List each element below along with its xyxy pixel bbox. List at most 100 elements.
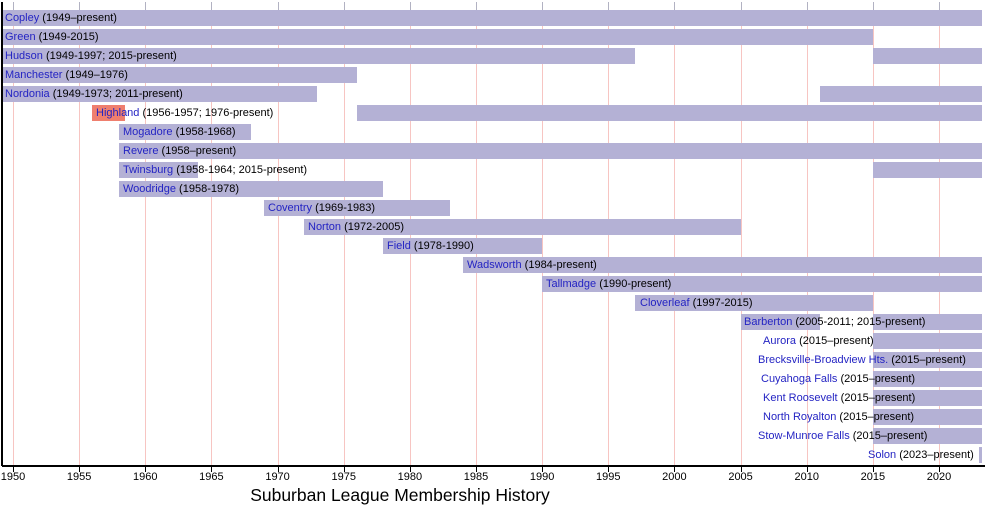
bar-segment-barberton xyxy=(872,314,982,330)
team-link-mogadore[interactable]: Mogadore xyxy=(123,126,173,138)
team-years: (1949-1997; 2015-present) xyxy=(42,50,177,62)
x-tick-label: 2015 xyxy=(860,471,886,483)
year-gridline xyxy=(806,10,808,466)
bar-segment-highland xyxy=(92,105,126,121)
bar-segment-cuyahoga-falls xyxy=(872,371,982,387)
team-years: (2015–present) xyxy=(836,411,915,423)
bar-segment-norton xyxy=(304,219,741,235)
x-tick-label: 1950 xyxy=(0,471,26,483)
year-gridline xyxy=(872,10,874,466)
team-link-brecksville-broadview-hts[interactable]: Brecksville-Broadview Hts. xyxy=(758,354,889,366)
row-label-coventry: Coventry (1969-1983) xyxy=(268,200,375,216)
bar-segment-highland xyxy=(356,105,982,121)
team-link-barberton[interactable]: Barberton xyxy=(744,316,793,328)
bar-segment-aurora xyxy=(872,333,982,349)
team-years: (2005-2011; 2015-present) xyxy=(792,316,926,328)
team-link-revere[interactable]: Revere xyxy=(123,145,159,157)
top-tick-mark xyxy=(872,2,874,10)
year-gridline xyxy=(13,10,14,466)
x-tick-label: 1975 xyxy=(331,471,356,483)
row-label-cloverleaf: Cloverleaf (1997-2015) xyxy=(640,295,753,311)
top-tick-mark xyxy=(211,2,213,10)
row-label-barberton: Barberton (2005-2011; 2015-present) xyxy=(744,314,925,330)
bar-segment-revere xyxy=(118,143,982,159)
team-link-green[interactable]: Green xyxy=(5,31,36,43)
team-link-copley[interactable]: Copley xyxy=(5,12,40,24)
x-tick-mark xyxy=(939,466,940,472)
team-years: (1949–1976) xyxy=(62,69,128,81)
bar-segment-hudson xyxy=(872,48,982,64)
top-tick-mark xyxy=(476,2,477,10)
x-tick-mark xyxy=(740,466,742,472)
bar-segment-woodridge xyxy=(118,181,384,197)
row-label-kent-roosevelt: Kent Roosevelt (2015–present) xyxy=(763,390,915,406)
team-link-woodridge[interactable]: Woodridge xyxy=(123,183,176,195)
x-tick-label: 1965 xyxy=(199,471,224,483)
bar-segment-manchester xyxy=(2,67,357,83)
team-link-wadsworth[interactable]: Wadsworth xyxy=(467,259,522,271)
x-tick-mark xyxy=(79,466,81,472)
team-years: (1958–present) xyxy=(158,145,237,157)
year-gridline xyxy=(145,10,147,466)
row-label-solon: Solon (2023–present) xyxy=(868,447,974,463)
team-link-north-royalton[interactable]: North Royalton xyxy=(763,411,837,423)
bar-segment-green xyxy=(2,29,873,45)
team-years: (1958-1978) xyxy=(176,183,239,195)
team-link-twinsburg[interactable]: Twinsburg xyxy=(123,164,174,176)
team-link-coventry[interactable]: Coventry xyxy=(268,202,313,214)
x-tick-label: 2010 xyxy=(794,471,819,483)
bar-segment-nordonia xyxy=(2,86,318,102)
year-gridline xyxy=(211,10,213,466)
x-tick-mark xyxy=(674,466,676,472)
team-link-field[interactable]: Field xyxy=(387,240,411,252)
x-tick-mark xyxy=(13,466,14,472)
team-years: (1949-1973; 2011-present) xyxy=(49,88,183,100)
year-gridline xyxy=(674,10,676,466)
team-link-nordonia[interactable]: Nordonia xyxy=(5,88,50,100)
team-link-cuyahoga-falls[interactable]: Cuyahoga Falls xyxy=(761,373,838,385)
row-label-green: Green (1949-2015) xyxy=(5,29,99,45)
team-link-stow-munroe-falls[interactable]: Stow-Munroe Falls xyxy=(758,430,850,442)
team-years: (2015–present) xyxy=(849,430,928,442)
bar-segment-mogadore xyxy=(118,124,252,140)
bar-segment-north-royalton xyxy=(872,409,982,425)
team-link-highland[interactable]: Highland xyxy=(96,107,140,119)
row-label-cuyahoga-falls: Cuyahoga Falls (2015–present) xyxy=(761,371,915,387)
bar-segment-coventry xyxy=(264,200,450,216)
top-tick-mark xyxy=(13,2,14,10)
x-tick-label: 2005 xyxy=(728,471,753,483)
top-tick-mark xyxy=(145,2,147,10)
team-years: (1978-1990) xyxy=(410,240,474,252)
team-link-manchester[interactable]: Manchester xyxy=(5,69,63,81)
team-link-hudson[interactable]: Hudson xyxy=(5,50,43,62)
row-label-woodridge: Woodridge (1958-1978) xyxy=(123,181,239,197)
team-link-tallmadge[interactable]: Tallmadge xyxy=(546,278,597,290)
x-tick-mark xyxy=(277,466,279,472)
team-years: (1949-2015) xyxy=(35,31,99,43)
year-gridline xyxy=(740,10,742,466)
team-link-aurora[interactable]: Aurora xyxy=(763,335,797,347)
team-link-solon[interactable]: Solon xyxy=(868,449,897,461)
top-tick-mark xyxy=(343,2,345,10)
row-label-mogadore: Mogadore (1958-1968) xyxy=(123,124,236,140)
team-years: (1958-1968) xyxy=(172,126,236,138)
row-label-stow-munroe-falls: Stow-Munroe Falls (2015–present) xyxy=(758,428,927,444)
year-gridline xyxy=(542,10,544,466)
x-tick-label: 2000 xyxy=(662,471,687,483)
team-years: (1956-1957; 1976-present) xyxy=(139,107,274,119)
bar-segment-hudson xyxy=(2,48,635,64)
row-label-north-royalton: North Royalton (2015–present) xyxy=(763,409,914,425)
x-tick-mark xyxy=(542,466,544,472)
team-link-kent-roosevelt[interactable]: Kent Roosevelt xyxy=(763,392,838,404)
row-label-nordonia: Nordonia (1949-1973; 2011-present) xyxy=(5,86,183,102)
row-label-hudson: Hudson (1949-1997; 2015-present) xyxy=(5,48,177,64)
x-tick-label: 1955 xyxy=(66,471,92,483)
row-label-revere: Revere (1958–present) xyxy=(123,143,236,159)
top-tick-mark xyxy=(79,2,81,10)
team-link-cloverleaf[interactable]: Cloverleaf xyxy=(640,297,690,309)
row-label-manchester: Manchester (1949–1976) xyxy=(5,67,128,83)
team-years: (1990-present) xyxy=(596,278,672,290)
team-link-norton[interactable]: Norton xyxy=(308,221,342,233)
row-label-twinsburg: Twinsburg (1958-1964; 2015-present) xyxy=(123,162,307,178)
y-axis-line xyxy=(1,2,3,466)
